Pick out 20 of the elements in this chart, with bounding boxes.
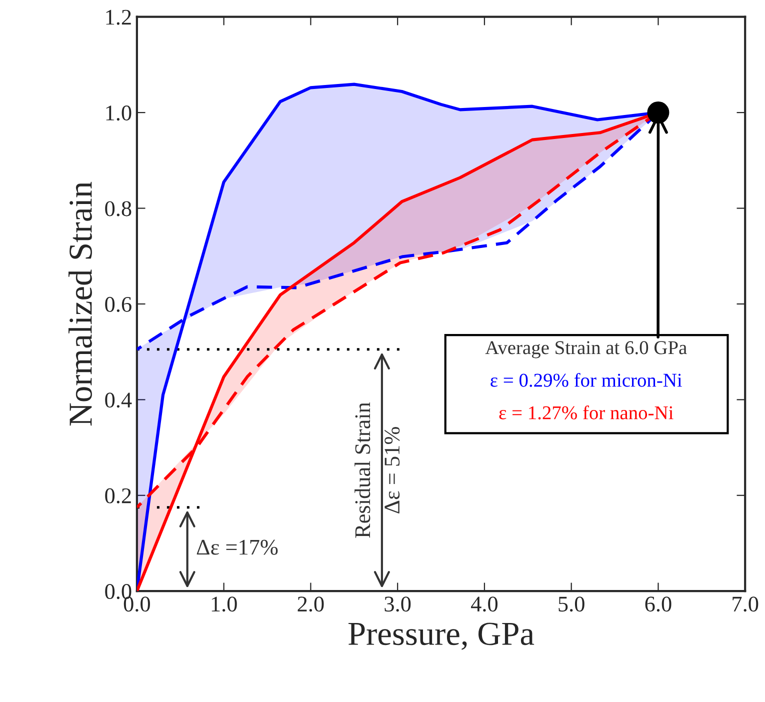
x-tick-label: 5.0 [558,596,584,612]
annotation: ε = 0.29% for micron-Ni [490,372,682,387]
annotation: Residual Strain Δε = 51% [354,402,400,538]
annotation: Δε =17% [196,540,278,555]
annotation: Average Strain at 6.0 GPa [485,341,687,358]
y-tick-label: 0.2 [105,488,131,504]
x-tick-label: 4.0 [471,596,498,612]
y-tick-label: 1.2 [106,10,131,25]
y-axis-title: Normalized Strain [68,182,92,426]
y-tick-label: 0.8 [105,201,132,216]
x-tick-label: 1.0 [212,596,237,612]
x-axis-title: Pressure, GPa [348,622,534,650]
y-tick-label: 1.0 [106,105,132,121]
y-tick-label: 0.4 [105,392,132,408]
annotation: ε = 1.27% for nano-Ni [499,405,674,420]
y-tick-label: 0.6 [105,296,132,312]
x-tick-label: 2.0 [298,596,324,612]
x-tick-label: 7.0 [732,596,758,612]
x-tick-label: 6.0 [645,596,672,612]
x-tick-label: 3.0 [384,596,411,612]
